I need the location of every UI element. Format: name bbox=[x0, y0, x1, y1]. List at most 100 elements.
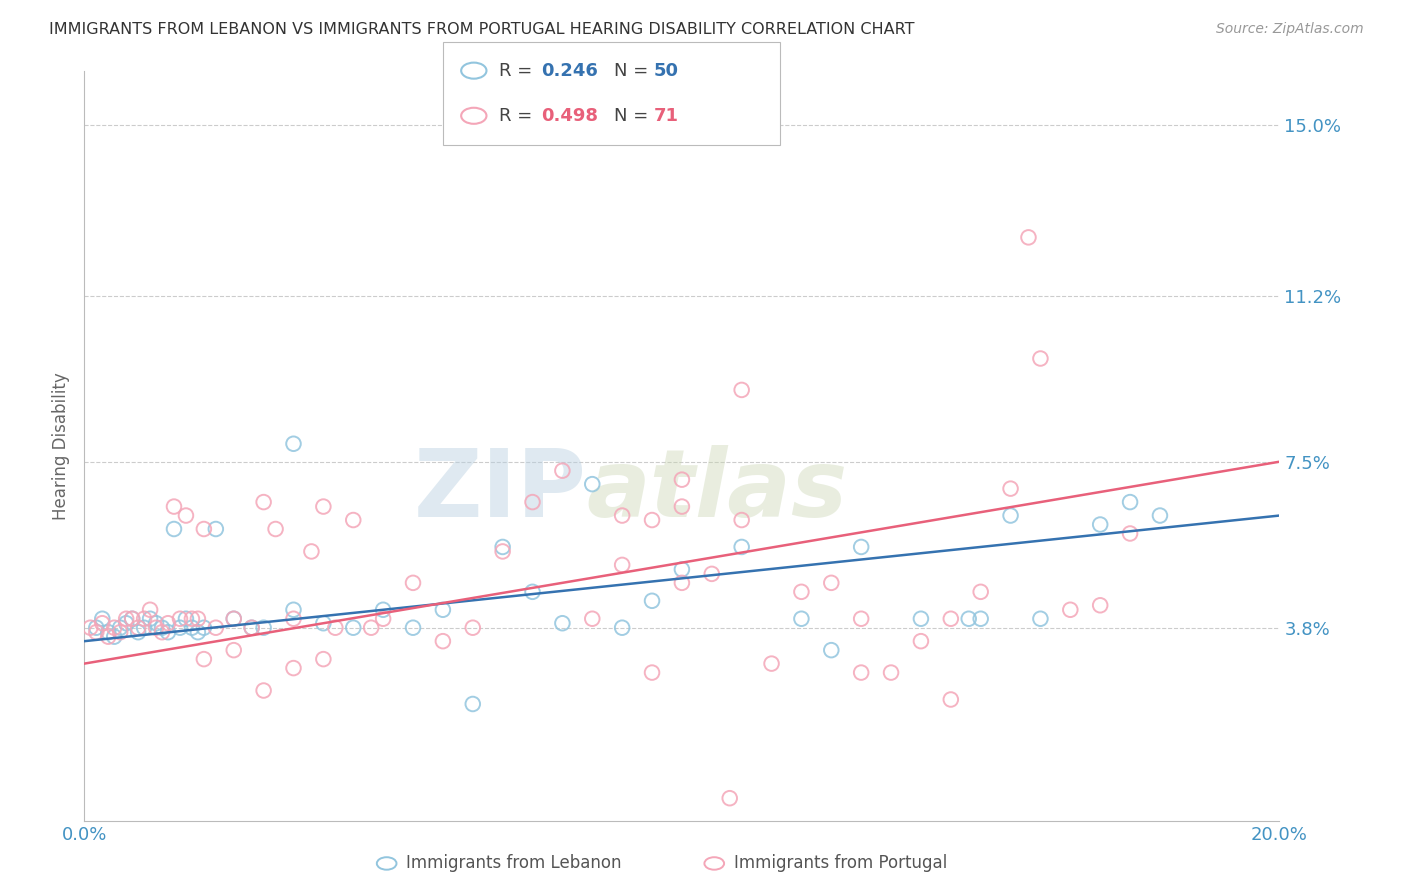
Text: R =: R = bbox=[499, 107, 538, 125]
Point bbox=[222, 612, 245, 626]
Point bbox=[880, 665, 903, 680]
Point bbox=[115, 612, 138, 626]
Point bbox=[1119, 526, 1142, 541]
Point bbox=[1000, 508, 1022, 523]
Point bbox=[222, 612, 245, 626]
Point bbox=[1018, 230, 1040, 244]
Point bbox=[205, 621, 228, 635]
Point bbox=[157, 625, 180, 640]
Text: IMMIGRANTS FROM LEBANON VS IMMIGRANTS FROM PORTUGAL HEARING DISABILITY CORRELATI: IMMIGRANTS FROM LEBANON VS IMMIGRANTS FR… bbox=[49, 22, 915, 37]
Point bbox=[150, 621, 173, 635]
Point bbox=[851, 540, 873, 554]
Point bbox=[581, 612, 603, 626]
Point bbox=[240, 621, 263, 635]
Point bbox=[671, 473, 693, 487]
Point bbox=[193, 652, 215, 666]
Point bbox=[312, 616, 335, 631]
Point bbox=[851, 612, 873, 626]
Point bbox=[731, 513, 754, 527]
Point bbox=[522, 495, 544, 509]
Point bbox=[110, 621, 132, 635]
Point bbox=[174, 612, 197, 626]
Text: 50: 50 bbox=[654, 62, 679, 79]
Point bbox=[253, 495, 276, 509]
Point bbox=[169, 612, 191, 626]
Text: atlas: atlas bbox=[586, 445, 848, 537]
Point bbox=[253, 621, 276, 635]
Point bbox=[1090, 599, 1112, 613]
Point bbox=[432, 603, 454, 617]
Point bbox=[700, 566, 723, 581]
Point bbox=[970, 612, 993, 626]
Point bbox=[641, 665, 664, 680]
Point bbox=[121, 612, 143, 626]
Point bbox=[264, 522, 287, 536]
Point bbox=[731, 383, 754, 397]
Point bbox=[373, 612, 395, 626]
Text: Immigrants from Lebanon: Immigrants from Lebanon bbox=[406, 855, 621, 872]
Point bbox=[181, 621, 204, 635]
Point bbox=[461, 697, 484, 711]
Point bbox=[325, 621, 347, 635]
Text: 0.246: 0.246 bbox=[541, 62, 598, 79]
Point bbox=[127, 625, 149, 640]
Point bbox=[581, 477, 603, 491]
Point bbox=[910, 634, 932, 648]
Point bbox=[373, 603, 395, 617]
Point bbox=[253, 683, 276, 698]
Point bbox=[240, 621, 263, 635]
Point bbox=[139, 612, 162, 626]
Point bbox=[91, 616, 114, 631]
Point bbox=[612, 508, 634, 523]
Point bbox=[205, 522, 228, 536]
Point bbox=[121, 612, 143, 626]
Point bbox=[169, 621, 191, 635]
Point bbox=[402, 575, 425, 590]
Point bbox=[91, 612, 114, 626]
Point bbox=[1029, 612, 1052, 626]
Point bbox=[718, 791, 741, 805]
Point bbox=[193, 522, 215, 536]
Point bbox=[939, 692, 962, 706]
Point bbox=[150, 625, 173, 640]
Point bbox=[115, 616, 138, 631]
Text: R =: R = bbox=[499, 62, 538, 79]
Point bbox=[851, 665, 873, 680]
Point bbox=[820, 643, 842, 657]
Point bbox=[551, 616, 574, 631]
Text: Immigrants from Portugal: Immigrants from Portugal bbox=[734, 855, 948, 872]
Point bbox=[492, 540, 515, 554]
Point bbox=[145, 621, 167, 635]
Point bbox=[1059, 603, 1081, 617]
Point bbox=[157, 616, 180, 631]
Text: 0.498: 0.498 bbox=[541, 107, 599, 125]
Point bbox=[103, 621, 125, 635]
Point bbox=[79, 621, 101, 635]
Point bbox=[1090, 517, 1112, 532]
Point bbox=[312, 652, 335, 666]
Text: N =: N = bbox=[614, 62, 654, 79]
Point bbox=[671, 575, 693, 590]
Point bbox=[139, 603, 162, 617]
Y-axis label: Hearing Disability: Hearing Disability bbox=[52, 372, 70, 520]
Point bbox=[641, 594, 664, 608]
Point bbox=[103, 630, 125, 644]
Point bbox=[461, 621, 484, 635]
Point bbox=[731, 540, 754, 554]
Point bbox=[127, 621, 149, 635]
Point bbox=[145, 616, 167, 631]
Point bbox=[612, 621, 634, 635]
Point bbox=[163, 522, 186, 536]
Point bbox=[283, 603, 305, 617]
Point bbox=[86, 621, 108, 635]
Point bbox=[283, 612, 305, 626]
Point bbox=[1149, 508, 1171, 523]
Point bbox=[342, 513, 364, 527]
Point bbox=[97, 630, 120, 644]
Point bbox=[790, 612, 813, 626]
Point bbox=[283, 661, 305, 675]
Text: Source: ZipAtlas.com: Source: ZipAtlas.com bbox=[1216, 22, 1364, 37]
Point bbox=[820, 575, 842, 590]
Point bbox=[910, 612, 932, 626]
Point bbox=[1119, 495, 1142, 509]
